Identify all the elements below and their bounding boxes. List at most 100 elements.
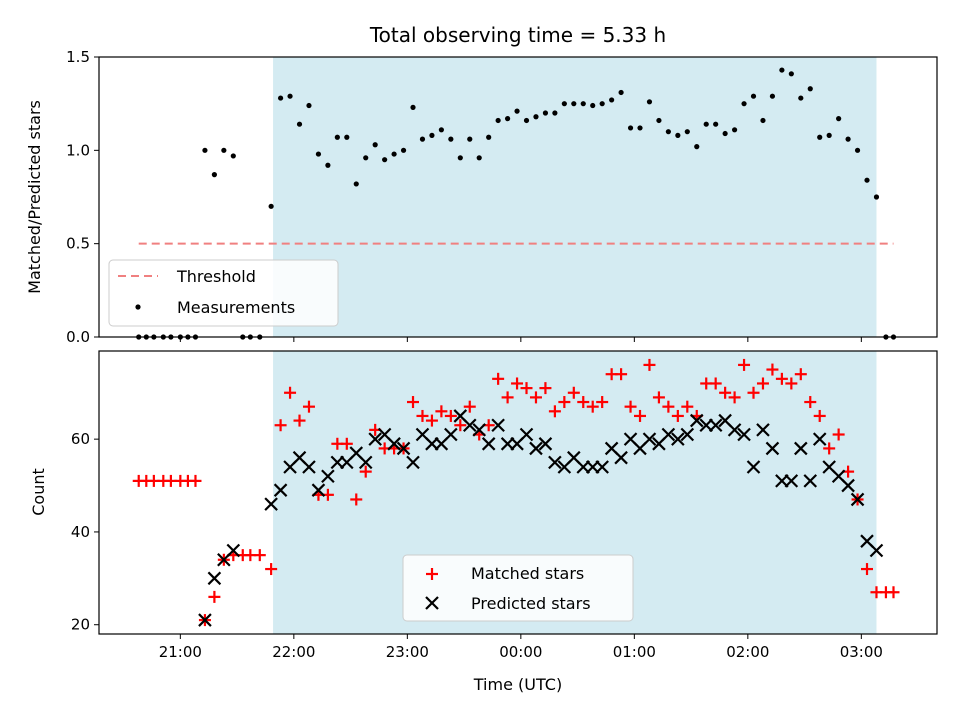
predicted-stars-point (462, 418, 477, 433)
predicted-stars-point (396, 441, 411, 456)
measurement-point (854, 147, 861, 153)
measurement-point (703, 121, 709, 127)
measurement-point (296, 121, 303, 127)
measurement-point (665, 129, 671, 135)
predicted-stars-point (481, 437, 496, 451)
measurement-point (552, 110, 558, 116)
x-tick-label: 21:00 (159, 643, 202, 661)
ratio-y-tick-label: 1.0 (66, 141, 90, 159)
measurement-point (344, 134, 350, 140)
matched-stars-point (454, 419, 467, 432)
matched-stars-point (615, 368, 628, 381)
matched-stars-point (813, 409, 826, 422)
measurement-point (382, 157, 388, 163)
measurement-point (325, 162, 331, 168)
predicted-stars-point (207, 571, 222, 586)
matched-stars-point (804, 396, 817, 409)
count-panel: 20 40 60 21:00 22:00 23:00 00:00 01:00 02:00 03:… (29, 350, 938, 694)
matched-stars-point (208, 590, 221, 603)
measurement-point (334, 134, 340, 140)
measurement-point (807, 86, 813, 92)
measurement-point (230, 153, 236, 159)
x-tick-label: 02:00 (726, 643, 769, 661)
matched-stars-point (265, 563, 278, 576)
ratio-x-ticks (179, 337, 862, 342)
measurement-point (391, 151, 397, 157)
measurement-point (202, 147, 208, 153)
measurement-point (306, 102, 312, 109)
matched-stars-point (444, 409, 457, 422)
predicted-stars-point (746, 460, 761, 474)
measurement-point (486, 134, 492, 140)
matched-stars-point (624, 400, 637, 413)
matched-stars-point (253, 549, 266, 562)
measurement-point (419, 136, 426, 142)
measurement-point (741, 101, 747, 107)
count-axes-frame (98, 350, 938, 635)
ratio-y-tick-label: 0.0 (66, 328, 90, 346)
measurement-point (845, 136, 851, 142)
measurement-point (533, 114, 539, 120)
predicted-stars-point (850, 492, 865, 507)
matched-stars-point (350, 493, 363, 506)
measurement-point (580, 101, 586, 107)
measurement-point (637, 125, 643, 131)
predicted-stars-point (472, 423, 486, 437)
predicted-stars-point (689, 413, 704, 428)
legend-measurements-swatch (135, 304, 141, 310)
ratio-shaded-interval (273, 57, 877, 337)
matched-stars-point (501, 391, 514, 404)
count-legend: Matched stars Predicted stars (402, 554, 634, 622)
matched-stars-point (548, 405, 561, 418)
count-y-tick-label: 20 (71, 616, 90, 634)
chart-title: Total observing time = 5.33 h (369, 23, 666, 47)
measurement-point (211, 172, 217, 178)
predicted-stars-point (273, 483, 288, 497)
count-y-axis-label: Count (29, 468, 48, 516)
measurement-point (448, 136, 454, 142)
measurement-point (476, 155, 482, 161)
matched-stars-point (435, 405, 448, 418)
legend-predicted-label: Predicted stars (471, 594, 591, 613)
ratio-panel: 0.0 0.5 1.0 1.5 Matched/Predicted stars Thr… (25, 48, 938, 346)
predicted-stars-point (708, 418, 723, 433)
measurement-point (627, 125, 634, 131)
matched-stars-point (492, 372, 505, 385)
predicted-stars-point (519, 427, 534, 442)
measurement-point (287, 93, 293, 99)
measurement-point (514, 108, 520, 114)
predicted-stars-point (756, 423, 770, 437)
measurement-point (495, 117, 501, 124)
matched-stars-point (634, 409, 647, 422)
matched-stars-point (529, 391, 542, 404)
matched-stars-point (861, 563, 874, 576)
measurement-point (542, 110, 549, 116)
matched-stars-point (662, 400, 675, 413)
predicted-stars-point (387, 437, 401, 451)
measurement-point (788, 71, 794, 77)
x-axis-label: Time (UTC) (473, 675, 562, 694)
matched-stars-point (340, 437, 353, 450)
measurement-point (429, 132, 435, 138)
predicted-stars-point (680, 427, 695, 442)
legend-measurements-label: Measurements (177, 298, 295, 317)
matched-stars-point (539, 382, 552, 395)
matched-stars-point (407, 396, 420, 409)
measurement-point (694, 144, 700, 150)
predicted-stars-point (841, 478, 855, 493)
matched-stars-point (747, 386, 760, 399)
measurement-point (713, 121, 719, 127)
predicted-stars-point (529, 441, 543, 456)
measurement-point (221, 147, 227, 153)
matched-stars-point (511, 377, 524, 390)
measurement-point (523, 117, 530, 124)
measurement-point (864, 177, 870, 183)
predicted-stars-point (614, 450, 628, 465)
ratio-y-tick-label: 1.5 (66, 48, 90, 66)
matched-stars-point (567, 386, 580, 399)
measurement-point (372, 142, 378, 148)
predicted-stars-point (368, 432, 382, 446)
x-tick-label: 22:00 (272, 643, 315, 661)
measurement-point (656, 117, 662, 124)
matched-stars-point (596, 396, 609, 409)
